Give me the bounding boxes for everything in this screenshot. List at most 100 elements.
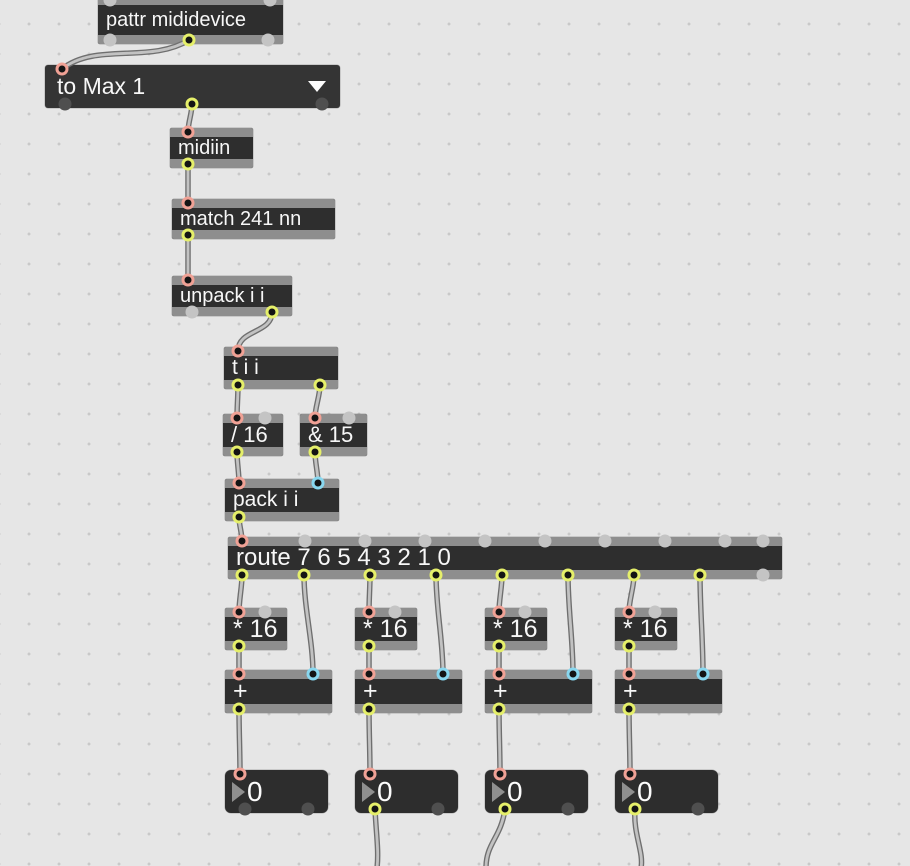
- pack-object-port[interactable]: [311, 476, 325, 490]
- object-text: t i i: [232, 356, 259, 379]
- multiply-16-object-2-port[interactable]: [388, 605, 402, 619]
- add-object-4-port[interactable]: [622, 702, 636, 716]
- midi-device-dropdown-port[interactable]: [55, 62, 69, 76]
- add-object-3-port[interactable]: [492, 667, 506, 681]
- object-text: midiin: [178, 136, 231, 159]
- pattr-mididevice-object-port[interactable]: [261, 33, 275, 47]
- match-241-object-port[interactable]: [181, 228, 195, 242]
- route-object-port[interactable]: [693, 568, 707, 582]
- unpack-object-port[interactable]: [185, 305, 199, 319]
- number-box-1-port[interactable]: [238, 802, 252, 816]
- number-triangle-icon: [232, 781, 245, 802]
- multiply-16-object-1-port[interactable]: [232, 639, 246, 653]
- object-text: pattr mididevice: [106, 8, 247, 31]
- number-box-3-port[interactable]: [561, 802, 575, 816]
- midiin-object-port[interactable]: [181, 157, 195, 171]
- route-object-port[interactable]: [718, 534, 732, 548]
- trigger-object-port[interactable]: [313, 378, 327, 392]
- multiply-16-object-4-port[interactable]: [648, 605, 662, 619]
- trigger-object-port[interactable]: [231, 378, 245, 392]
- add-object-2-port[interactable]: [362, 702, 376, 716]
- route-object-port[interactable]: [363, 568, 377, 582]
- multiply-16-object-4-port[interactable]: [622, 605, 636, 619]
- add-object-4-port[interactable]: [696, 667, 710, 681]
- divide-16-object-port[interactable]: [230, 445, 244, 459]
- pattr-mididevice-object-port[interactable]: [182, 33, 196, 47]
- route-object-port[interactable]: [298, 534, 312, 548]
- number-box-3-port[interactable]: [493, 767, 507, 781]
- number-box-4-port[interactable]: [623, 767, 637, 781]
- multiply-16-object-2-port[interactable]: [362, 639, 376, 653]
- route-object-port[interactable]: [235, 568, 249, 582]
- route-object-port[interactable]: [478, 534, 492, 548]
- object-text: & 15: [308, 422, 354, 447]
- midi-device-dropdown-port[interactable]: [315, 97, 329, 111]
- match-241-object[interactable]: match 241 nn: [172, 199, 335, 239]
- pattr-mididevice-object-port[interactable]: [103, 33, 117, 47]
- multiply-16-object-3-port[interactable]: [518, 605, 532, 619]
- multiply-16-object-4-port[interactable]: [622, 639, 636, 653]
- object-text: pack i i: [233, 488, 299, 511]
- number-triangle-icon: [622, 781, 635, 802]
- number-value: 0: [637, 775, 653, 807]
- multiply-16-object-1-port[interactable]: [258, 605, 272, 619]
- route-object-port[interactable]: [561, 568, 575, 582]
- add-object-1-port[interactable]: [306, 667, 320, 681]
- object-text: * 16: [623, 614, 668, 643]
- route-object-port[interactable]: [495, 568, 509, 582]
- route-object-port[interactable]: [418, 534, 432, 548]
- add-object-2-port[interactable]: [362, 667, 376, 681]
- route-object-port[interactable]: [235, 534, 249, 548]
- number-box-2-port[interactable]: [431, 802, 445, 816]
- route-object-port[interactable]: [358, 534, 372, 548]
- unpack-object-port[interactable]: [181, 273, 195, 287]
- match-241-object-port[interactable]: [181, 196, 195, 210]
- route-object-port[interactable]: [297, 568, 311, 582]
- object-text: +: [493, 677, 508, 705]
- multiply-16-object-2-port[interactable]: [362, 605, 376, 619]
- add-object-4-port[interactable]: [622, 667, 636, 681]
- number-box-1-port[interactable]: [233, 767, 247, 781]
- object-text: +: [363, 677, 378, 705]
- route-object-port[interactable]: [538, 534, 552, 548]
- divide-16-object-port[interactable]: [258, 411, 272, 425]
- midi-device-dropdown-port[interactable]: [58, 97, 72, 111]
- bitand-15-object-port[interactable]: [308, 411, 322, 425]
- object-text: match 241 nn: [180, 207, 302, 230]
- multiply-16-object-1-port[interactable]: [232, 605, 246, 619]
- pack-object-port[interactable]: [232, 476, 246, 490]
- divide-16-object-port[interactable]: [230, 411, 244, 425]
- add-object-2-port[interactable]: [436, 667, 450, 681]
- bitand-15-object-port[interactable]: [342, 411, 356, 425]
- number-triangle-icon: [362, 781, 375, 802]
- multiply-16-object-3-port[interactable]: [492, 639, 506, 653]
- object-text: * 16: [233, 614, 278, 643]
- number-box-2-port[interactable]: [363, 767, 377, 781]
- bitand-15-object-port[interactable]: [308, 445, 322, 459]
- midiin-object-port[interactable]: [181, 125, 195, 139]
- route-object-port[interactable]: [756, 534, 770, 548]
- add-object-3-port[interactable]: [492, 702, 506, 716]
- pattr-mididevice-object-port[interactable]: [103, 0, 117, 7]
- route-object-port[interactable]: [627, 568, 641, 582]
- route-object-port[interactable]: [756, 568, 770, 582]
- unpack-object-port[interactable]: [265, 305, 279, 319]
- midi-device-dropdown-port[interactable]: [185, 97, 199, 111]
- pattr-mididevice-object-port[interactable]: [263, 0, 277, 7]
- add-object-3-port[interactable]: [566, 667, 580, 681]
- trigger-object-port[interactable]: [231, 344, 245, 358]
- pack-object-port[interactable]: [232, 510, 246, 524]
- add-object-1-port[interactable]: [232, 702, 246, 716]
- menu-selected-label: to Max 1: [57, 73, 146, 99]
- number-box-4-port[interactable]: [691, 802, 705, 816]
- multiply-16-object-3-port[interactable]: [492, 605, 506, 619]
- number-box-1-port[interactable]: [301, 802, 315, 816]
- route-object-port[interactable]: [429, 568, 443, 582]
- number-box-3-port[interactable]: [498, 802, 512, 816]
- number-box-4-port[interactable]: [628, 802, 642, 816]
- route-object-port[interactable]: [658, 534, 672, 548]
- number-box-2-port[interactable]: [368, 802, 382, 816]
- route-object-port[interactable]: [598, 534, 612, 548]
- add-object-1-port[interactable]: [232, 667, 246, 681]
